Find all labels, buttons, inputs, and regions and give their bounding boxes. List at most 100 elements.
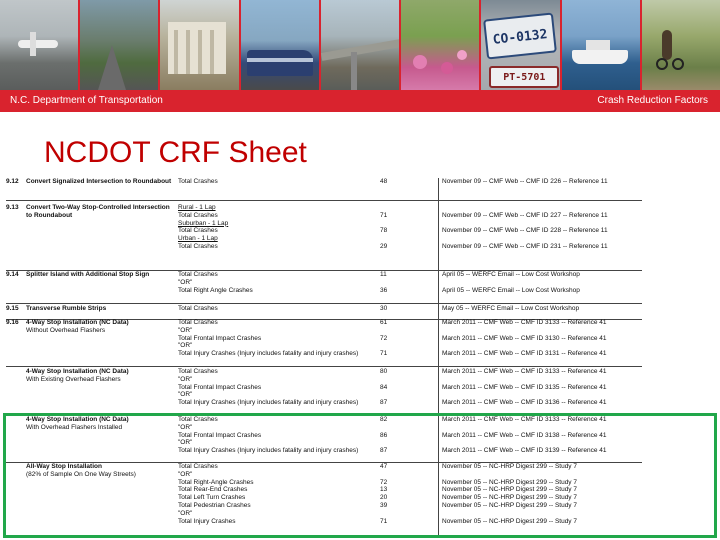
countermeasure-name: 4-Way Stop Installation (NC Data) Without… [26,319,176,335]
countermeasure-title: 4-Way Stop Installation (NC Data) [26,368,129,375]
source-reference: March 2011 -- CMF Web -- CMF ID 3136 -- … [442,399,607,407]
crash-type: Total Crashes [178,368,218,375]
crash-type: "OR" [178,391,193,399]
table-row: All-Way Stop Installation (82% of Sample … [6,463,642,535]
source-reference: March 2011 -- CMF Web -- CMF ID 3135 -- … [442,383,607,391]
table-row: 9.16 4-Way Stop Installation (NC Data) Wit… [6,319,642,364]
row-id: 9.15 [6,305,19,312]
ferry-photo [561,0,642,90]
crf-value: 71 [380,517,388,525]
countermeasure-title: All-Way Stop Installation [26,463,102,470]
crf-value: 72 [380,334,388,342]
crash-type: Total Rear-End Crashes [178,486,248,494]
crf-value: 87 [380,447,388,455]
crash-type: "OR" [178,509,193,517]
countermeasure-name: 4-Way Stop Installation (NC Data) With Ex… [26,368,176,384]
crash-type: Total Crashes [178,227,218,235]
crash-type: Total Crashes [178,211,218,219]
crf-value: 47 [380,463,388,470]
crash-type: "OR" [178,423,193,431]
table-row: 9.14 Splitter Island with Additional Stop… [6,271,642,301]
crf-value: 36 [380,286,388,294]
countermeasure-name: Transverse Rumble Strips [26,305,176,313]
crf-value: 61 [380,319,388,326]
row-id: 9.16 [6,319,19,326]
crash-type: Total Crashes [178,271,218,278]
crf-value: 48 [380,178,388,185]
row-id: 9.14 [6,271,19,278]
row-divider [6,462,642,463]
crash-type: Total Crashes [178,463,218,470]
crash-type: Total Frontal Impact Crashes [178,383,262,391]
source-reference: March 2011 -- CMF Web -- CMF ID 3139 -- … [442,447,607,455]
crf-value: 72 [380,478,388,486]
source-reference: November 05 -- NC-HRP Digest 299 -- Stud… [442,486,577,494]
crash-type: Total Injury Crashes [178,517,236,525]
crash-type: "OR" [178,342,193,350]
crash-type: Total Crashes [178,416,218,423]
crash-type: "OR" [178,326,193,334]
source-reference: November 05 -- NC-HRP Digest 299 -- Stud… [442,494,577,502]
source-reference: March 2011 -- CMF Web -- CMF ID 3138 -- … [442,431,607,439]
crf-value: 11 [380,271,387,278]
crash-type: Total Frontal Impact Crashes [178,334,262,342]
crash-type: Total Injury Crashes (Injury includes fa… [178,350,359,358]
source-reference: April 05 -- WERFC Email -- Low Cost Work… [442,271,580,278]
source-reference: November 05 -- NC-HRP Digest 299 -- Stud… [442,502,577,509]
source-reference: November 05 -- NC-HRP Digest 299 -- Stud… [442,463,577,470]
source-reference: November 09 -- CMF Web -- CMF ID 228 -- … [442,227,608,235]
table-row: 9.12 Convert Signalized Intersection to R… [6,178,642,198]
countermeasure-title: Splitter Island with Additional Stop Sig… [26,271,150,278]
crash-type: Urban - 1 Lap [178,235,218,243]
plate-text: CO-0132 [483,12,558,60]
flowers-photo [401,0,482,90]
crf-value: 86 [380,431,388,439]
source-reference: November 05 -- NC-HRP Digest 299 -- Stud… [442,478,577,486]
crash-type: Total Crashes [178,319,218,326]
source-reference: November 09 -- CMF Web -- CMF ID 226 -- … [442,178,608,185]
column-divider [438,178,439,538]
countermeasure-name: Splitter Island with Additional Stop Sig… [26,271,176,279]
bridge-photo [320,0,402,90]
crash-type: Total Injury Crashes (Injury includes fa… [178,447,359,455]
building-photo [160,0,241,90]
crash-type: Total Right Angle Crashes [178,286,253,294]
crash-type: "OR" [178,375,193,383]
countermeasure-title: Transverse Rumble Strips [26,305,107,312]
crf-value: 39 [380,502,388,509]
row-divider [6,303,642,304]
source-reference: November 09 -- CMF Web -- CMF ID 231 -- … [442,243,608,250]
crash-type: Total Right-Angle Crashes [178,478,254,486]
source-reference: November 05 -- NC-HRP Digest 299 -- Stud… [442,517,577,525]
table-row: 9.15 Transverse Rumble Strips Total Crashe… [6,305,642,317]
crash-type: Total Frontal Impact Crashes [178,431,262,439]
countermeasure-subtitle: With Existing Overhead Flashers [26,375,121,383]
header-org-name: N.C. Department of Transportation [10,95,163,106]
row-divider [6,366,642,367]
row-divider [6,270,642,271]
header-section-name: Crash Reduction Factors [597,95,708,106]
crf-value: 30 [380,305,388,312]
crf-value: 84 [380,383,388,391]
crash-type: Total Crashes [178,243,218,250]
crf-value: 82 [380,416,388,423]
countermeasure-name: Convert Signalized Intersection to Round… [26,178,176,186]
crf-value: 71 [380,211,388,219]
crash-type: Total Injury Crashes (Injury includes fa… [178,399,359,407]
row-divider [6,319,642,320]
source-reference: April 05 -- WERFC Email -- Low Cost Work… [442,286,580,294]
crash-type: Total Pedestrian Crashes [178,502,251,509]
airplane-photo [0,0,81,90]
crash-type: "OR" [178,439,193,447]
countermeasure-title: Convert Signalized Intersection to Round… [26,178,172,185]
row-id: 9.12 [6,178,19,185]
countermeasure-subtitle: (82% of Sample On One Way Streets) [26,470,136,478]
countermeasure-name: 4-Way Stop Installation (NC Data) With Ov… [26,416,176,432]
crf-value: 20 [380,494,388,502]
highway-photo [80,0,161,90]
crash-type: Total Left Turn Crashes [178,494,246,502]
countermeasure-name: All-Way Stop Installation (82% of Sample … [26,463,176,479]
table-row: 4-Way Stop Installation (NC Data) With Ov… [6,416,642,460]
crf-value: 29 [380,243,388,250]
crash-type: Total Crashes [178,178,218,185]
